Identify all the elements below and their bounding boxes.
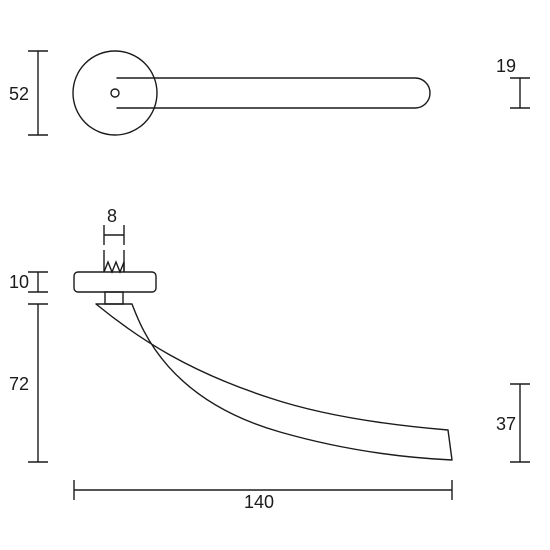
rose-inner-dot — [111, 89, 119, 97]
dimension-8: 8 — [104, 206, 124, 245]
dimension-37: 37 — [496, 384, 530, 462]
dimension-52: 52 — [9, 51, 48, 135]
dim-label: 140 — [244, 492, 274, 512]
lever-side-outline — [96, 304, 452, 460]
technical-drawing: 52 19 8 10 — [0, 0, 550, 550]
dimension-10: 10 — [9, 272, 48, 292]
top-view: 52 19 — [9, 51, 530, 135]
dim-label: 8 — [107, 206, 117, 226]
dim-label: 10 — [9, 272, 29, 292]
dim-label: 37 — [496, 414, 516, 434]
dimension-19: 19 — [496, 56, 530, 108]
dimension-72: 72 — [9, 304, 48, 462]
dim-label: 52 — [9, 84, 29, 104]
lever-top-outline — [117, 78, 430, 108]
dim-label: 19 — [496, 56, 516, 76]
spindle-crown — [104, 262, 124, 272]
rose-outer-circle — [73, 51, 157, 135]
dimension-140: 140 — [74, 480, 452, 512]
lever-neck — [105, 292, 123, 304]
dim-label: 72 — [9, 374, 29, 394]
side-view: 8 10 72 37 — [9, 206, 530, 512]
rose-side-rect — [74, 272, 156, 292]
